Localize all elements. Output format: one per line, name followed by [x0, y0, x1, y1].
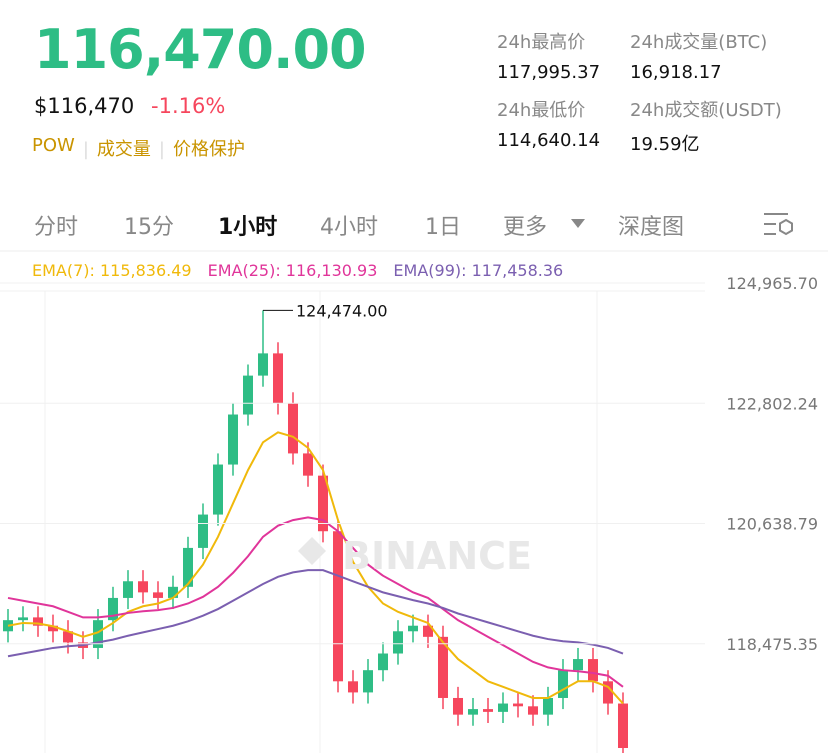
candle-body [243, 375, 253, 415]
candle-body [213, 464, 223, 515]
watermark-logo [298, 537, 326, 565]
candle-body [483, 709, 493, 712]
candle-body [603, 681, 613, 704]
tab[interactable]: 4小时 [320, 215, 378, 240]
legend-entry: EMA(25): 116,130.93 [207, 261, 378, 280]
tag[interactable]: POW [32, 135, 75, 156]
tag[interactable]: 成交量 [83, 135, 151, 161]
candle-body [63, 631, 73, 643]
candle-body [348, 681, 358, 693]
y-tick-label: 124,965.70 [726, 274, 818, 293]
fiat-price: $116,470 [34, 94, 135, 118]
ema-line [7, 569, 624, 658]
candle-body [288, 403, 298, 454]
candle-body [393, 631, 403, 654]
tags: POW 成交量价格保护 [32, 135, 245, 161]
price-change: -1.16% [151, 94, 226, 118]
dropdown-arrow [571, 219, 585, 228]
candle-body [198, 514, 208, 548]
y-tick-label: 120,638.79 [726, 515, 818, 534]
stat: 24h成交量(BTC) 16,918.17 [630, 28, 767, 83]
candle-body [408, 625, 418, 632]
candle-body [123, 581, 133, 598]
stat-value: 19.59亿 [630, 134, 700, 155]
candle-body [558, 670, 568, 698]
candle-body [423, 625, 433, 637]
settings-icon[interactable] [764, 213, 793, 236]
candle-body [228, 414, 238, 465]
stat-label: 24h最低价 [497, 100, 586, 121]
stat: 24h最高价 117,995.37 [497, 28, 600, 83]
ema-line [7, 431, 624, 705]
tag[interactable]: 价格保护 [159, 135, 245, 161]
candle-body [48, 625, 58, 632]
stat: 24h最低价 114,640.14 [497, 96, 600, 151]
ema-legend: EMA(7): 115,836.49 EMA(25): 116,130.93 EMA… [32, 261, 563, 280]
candle-body [438, 636, 448, 698]
tab[interactable]: 1小时 [218, 215, 278, 240]
candle-body [168, 586, 178, 598]
candle-body [93, 620, 103, 648]
stat-label: 24h成交量(BTC) [630, 32, 768, 53]
candle-body [183, 547, 193, 587]
candle-body [303, 453, 313, 476]
tab[interactable]: 15分 [124, 215, 174, 240]
legend-entry: EMA(99): 117,458.36 [393, 261, 564, 280]
stat-label: 24h成交额(USDT) [630, 100, 782, 121]
stat-value: 117,995.37 [497, 62, 601, 83]
candle-body [33, 617, 43, 626]
candle-body [318, 475, 328, 532]
candle-body [363, 670, 373, 693]
legend-entry: EMA(7): 115,836.49 [32, 261, 192, 280]
stat: 24h成交额(USDT) 19.59亿 [630, 96, 782, 156]
candle-body [333, 531, 343, 682]
candle-body [138, 581, 148, 593]
candle-body [543, 697, 553, 715]
ema-line [7, 516, 624, 688]
candle-body [153, 592, 163, 598]
tab[interactable]: 深度图 [618, 215, 685, 240]
candle-body [468, 709, 478, 715]
tab[interactable]: 更多 [503, 215, 548, 240]
interval-tabs: 分时 15分 1小时 4小时 1日 更多 深度图 [0, 205, 828, 247]
tab[interactable]: 1日 [425, 215, 461, 240]
tab[interactable]: 分时 [34, 215, 79, 240]
candle-body [108, 597, 118, 621]
stat-value: 114,640.14 [497, 130, 601, 151]
candle-body [588, 659, 598, 682]
annotation: 124,474.00 [296, 301, 388, 320]
candle-body [528, 706, 538, 715]
stat-value: 16,918.17 [630, 62, 722, 83]
candle-body [273, 353, 283, 404]
candle-body [258, 353, 268, 376]
y-tick-label: 118,475.35 [726, 635, 818, 654]
watermark: BINANCE [342, 534, 532, 578]
candle-body [453, 697, 463, 715]
y-tick-label: 122,802.24 [726, 394, 818, 413]
last-price: 116,470.00 [34, 18, 367, 81]
candle-body [618, 703, 628, 748]
candle-body [18, 617, 28, 621]
candle-body [513, 703, 523, 707]
candle-body [378, 653, 388, 671]
stat-label: 24h最高价 [497, 32, 586, 53]
candle-body [498, 703, 508, 712]
candle-body [573, 659, 583, 671]
